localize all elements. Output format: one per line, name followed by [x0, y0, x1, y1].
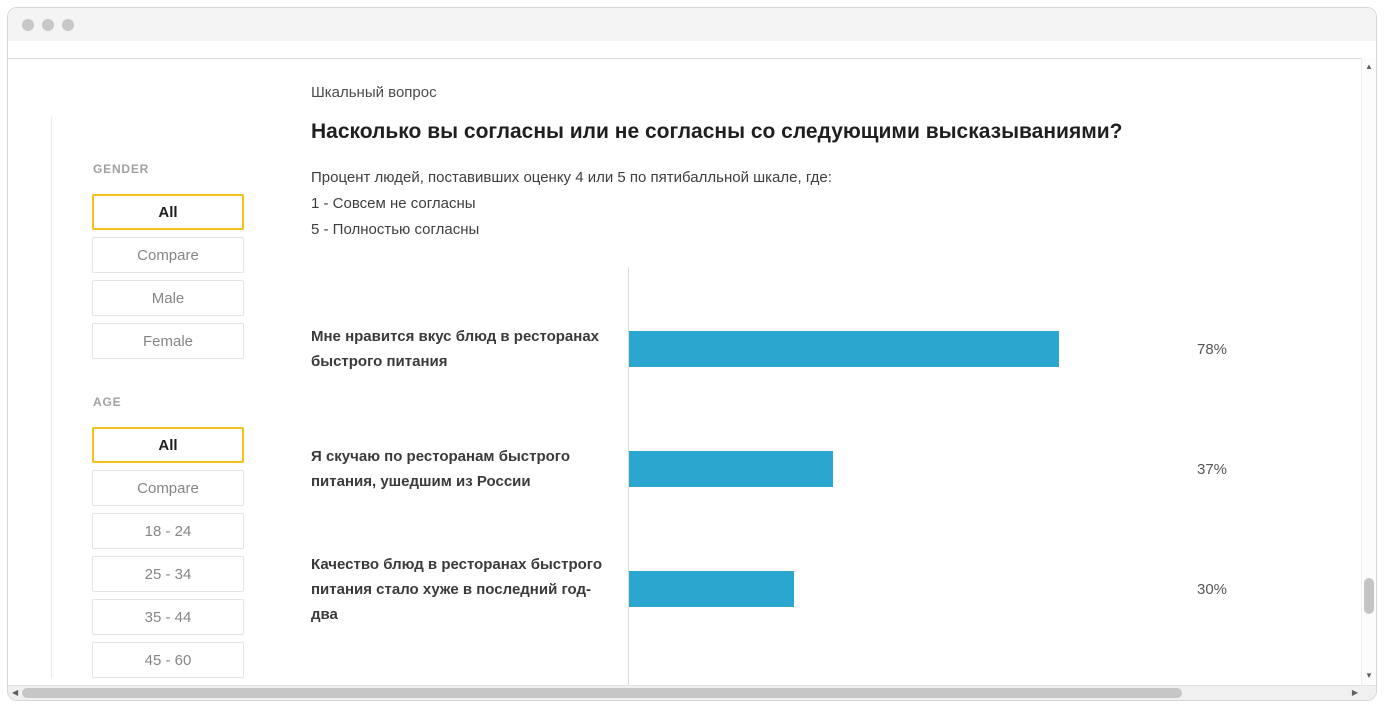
window-maximize-icon[interactable] — [62, 18, 74, 31]
chart-row: Мне нравится вкус блюд в ресторанах быст… — [311, 289, 1361, 409]
gender-group-label: GENDER — [93, 162, 150, 176]
question-title: Насколько вы согласны или не согласны со… — [311, 120, 1123, 143]
window-minimize-icon[interactable] — [42, 18, 54, 31]
value-label: 37% — [1197, 460, 1228, 478]
chart-body: Мне нравится вкус блюд в ресторанах быст… — [311, 267, 1361, 649]
category-label: Мне нравится вкус блюд в ресторанах быст… — [311, 328, 600, 371]
window-controls — [8, 8, 1376, 41]
horizontal-scrollbar-thumb[interactable] — [22, 688, 1182, 698]
value-label: 30% — [1197, 580, 1228, 598]
filters-sidebar: GENDER All Compare Male Female AGE All C… — [51, 116, 292, 678]
window-titlebar — [8, 8, 1376, 59]
gender-filter-group: GENDER All Compare Male Female — [92, 162, 292, 359]
gender-filter-all[interactable]: All — [92, 194, 244, 230]
age-filter-18-24[interactable]: 18 - 24 — [92, 513, 244, 549]
scale-line-1: 1 - Совсем не согласны — [311, 195, 476, 213]
window-close-icon[interactable] — [22, 18, 34, 31]
main-content: Шкальный вопрос Насколько вы согласны ил… — [311, 76, 1361, 690]
bar-area: 78% — [629, 331, 1228, 368]
bar — [629, 571, 795, 608]
vertical-scrollbar[interactable]: ▲ ▼ — [1361, 58, 1376, 685]
bar — [629, 451, 833, 488]
scroll-left-icon[interactable]: ◀ — [12, 688, 19, 697]
chart-row: Я скучаю по ресторанам быстрого питания,… — [311, 409, 1361, 529]
gender-filter-compare[interactable]: Compare — [92, 237, 244, 273]
scale-line-2: 5 - Полностью согласны — [311, 221, 480, 239]
age-filter-group: AGE All Compare 18 - 24 25 - 34 35 - 44 … — [92, 395, 292, 678]
browser-window: GENDER All Compare Male Female AGE All C… — [7, 7, 1377, 701]
chart-row: Качество блюд в ресторанах быстрого пита… — [311, 529, 1361, 649]
bar-area: 30% — [629, 571, 1228, 608]
horizontal-scrollbar[interactable]: ◀ ▶ — [8, 685, 1376, 700]
bar-track — [629, 451, 1180, 488]
age-filter-all[interactable]: All — [92, 427, 244, 463]
vertical-scrollbar-thumb[interactable] — [1364, 578, 1374, 614]
bar-track — [629, 571, 1180, 608]
question-type-label: Шкальный вопрос — [311, 84, 437, 101]
category-label: Я скучаю по ресторанам быстрого питания,… — [311, 448, 570, 491]
scroll-up-icon[interactable]: ▲ — [1365, 62, 1373, 71]
age-filter-35-44[interactable]: 35 - 44 — [92, 599, 244, 635]
gender-filter-male[interactable]: Male — [92, 280, 244, 316]
value-label: 78% — [1197, 340, 1228, 358]
category-label: Качество блюд в ресторанах быстрого пита… — [311, 555, 602, 623]
scale-description: Процент людей, поставивших оценку 4 или … — [311, 169, 832, 187]
scroll-down-icon[interactable]: ▼ — [1365, 671, 1373, 680]
bar-chart: Мне нравится вкус блюд в ресторанах быст… — [311, 267, 1361, 690]
age-filter-45-60[interactable]: 45 - 60 — [92, 642, 244, 678]
age-group-label: AGE — [93, 395, 122, 409]
bar — [629, 331, 1059, 368]
bar-area: 37% — [629, 451, 1228, 488]
scroll-right-icon[interactable]: ▶ — [1351, 688, 1358, 697]
bar-track — [629, 331, 1180, 368]
chart-axis-line — [628, 267, 629, 690]
gender-filter-female[interactable]: Female — [92, 323, 244, 359]
age-filter-compare[interactable]: Compare — [92, 470, 244, 506]
age-filter-25-34[interactable]: 25 - 34 — [92, 556, 244, 592]
